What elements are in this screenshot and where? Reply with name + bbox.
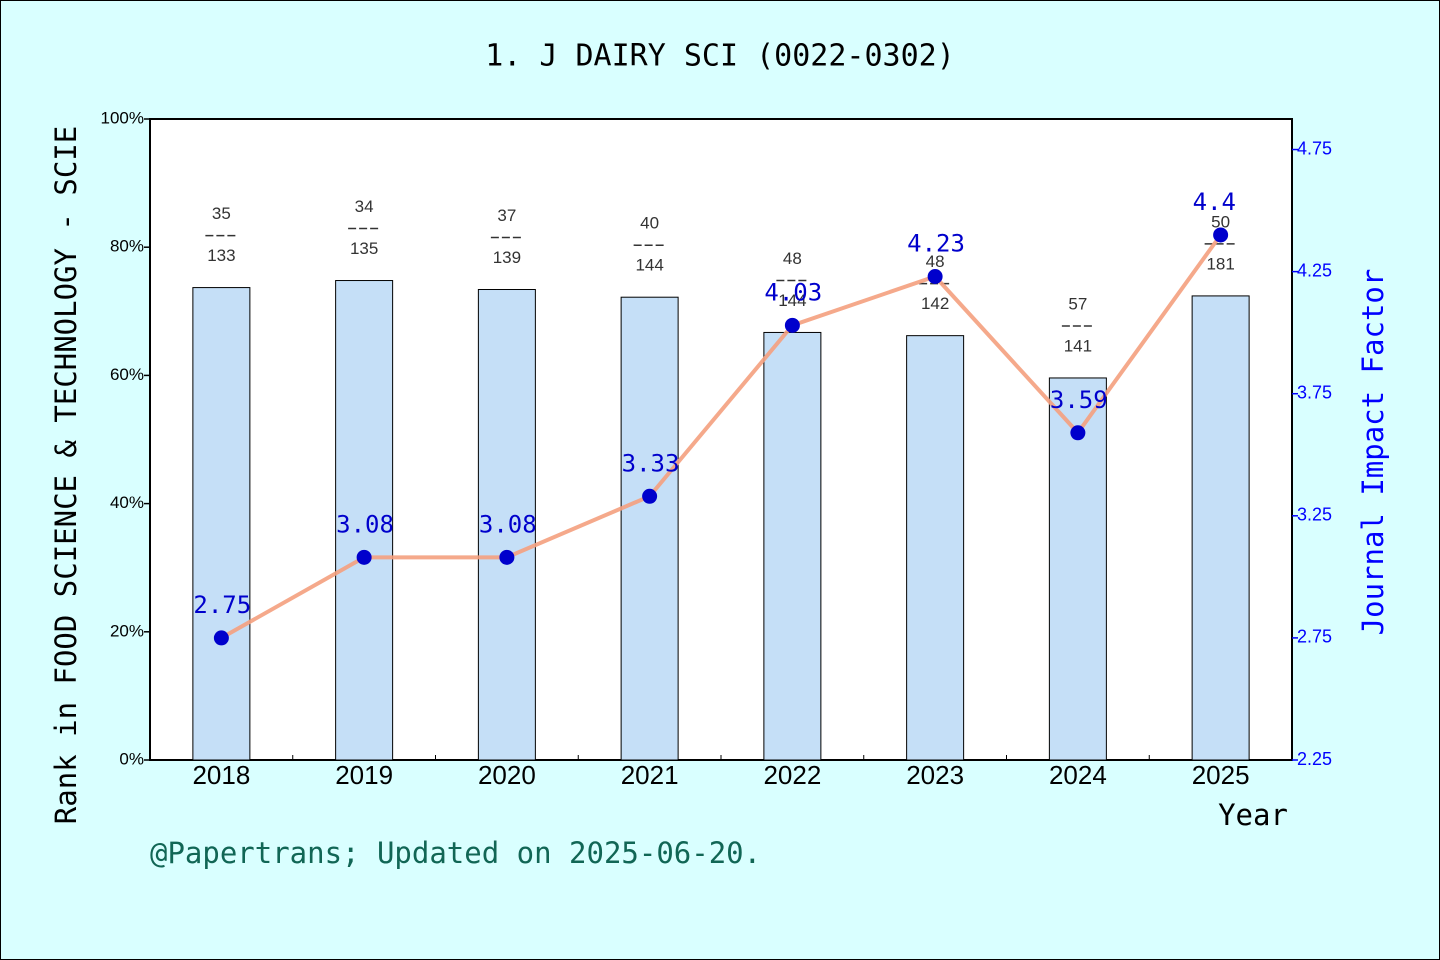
value-label: 4.03 bbox=[764, 278, 822, 306]
x-axis-label: Year bbox=[1218, 798, 1288, 832]
value-label: 3.08 bbox=[479, 510, 537, 538]
bar bbox=[1048, 377, 1107, 761]
bar bbox=[763, 331, 822, 761]
y-tick-label: 0% bbox=[119, 749, 144, 768]
bar bbox=[906, 335, 965, 761]
value-label: 4.23 bbox=[907, 230, 965, 258]
rank-label: 48 bbox=[783, 249, 802, 268]
rank-label: 37 bbox=[497, 206, 516, 225]
value-label: 4.4 bbox=[1193, 188, 1236, 216]
x-tick-label: 2021 bbox=[621, 760, 679, 790]
bar bbox=[620, 296, 679, 761]
total-label: 144 bbox=[778, 291, 806, 310]
value-label: 2.75 bbox=[193, 591, 251, 619]
value-label: 3.59 bbox=[1050, 386, 1108, 414]
x-tick-label: 2019 bbox=[335, 760, 393, 790]
y2-tick-label: 2.25 bbox=[1297, 749, 1332, 769]
y2-tick-label: 4.25 bbox=[1297, 260, 1332, 280]
rank-label: 48 bbox=[926, 252, 945, 271]
y2-tick-label: 3.75 bbox=[1297, 382, 1332, 402]
x-tick-label: 2020 bbox=[478, 760, 536, 790]
marker bbox=[499, 549, 515, 565]
line bbox=[220, 233, 1223, 640]
y2-tick-label: 3.25 bbox=[1297, 505, 1332, 525]
rank-label: 34 bbox=[355, 197, 374, 216]
y2-tick-label: 2.75 bbox=[1297, 627, 1332, 647]
y2-tick-label: 4.75 bbox=[1297, 138, 1332, 158]
y-tick-label: 40% bbox=[110, 493, 144, 512]
total-label: 181 bbox=[1206, 254, 1234, 273]
plot-area bbox=[149, 118, 1293, 761]
total-label: 139 bbox=[493, 248, 521, 267]
chart-title: 1. J DAIRY SCI (0022-0302) bbox=[485, 39, 955, 74]
x-tick-label: 2018 bbox=[192, 760, 250, 790]
y-tick-label: 100% bbox=[101, 108, 144, 127]
y-axis-label: Rank in FOOD SCIENCE & TECHNOLOGY - SCIE bbox=[49, 126, 83, 824]
rank-label: 57 bbox=[1068, 294, 1087, 313]
bar bbox=[477, 289, 536, 761]
y-tick-label: 60% bbox=[110, 365, 144, 384]
y-tick-label: 20% bbox=[110, 621, 144, 640]
total-label: 135 bbox=[350, 239, 378, 258]
total-label: 141 bbox=[1064, 336, 1092, 355]
y-tick-label: 80% bbox=[110, 237, 144, 256]
x-tick-label: 2023 bbox=[906, 760, 964, 790]
marker bbox=[642, 488, 658, 504]
marker bbox=[356, 549, 372, 565]
footer: @Papertrans; Updated on 2025-06-20. bbox=[150, 836, 761, 870]
marker bbox=[1070, 425, 1086, 441]
total-label: 133 bbox=[207, 246, 235, 265]
marker bbox=[213, 630, 229, 646]
rank-label: 40 bbox=[640, 214, 659, 233]
total-label: 144 bbox=[635, 256, 663, 275]
bar bbox=[1191, 295, 1250, 761]
value-label: 3.08 bbox=[336, 510, 394, 538]
rank-label: 35 bbox=[212, 204, 231, 223]
rank-label: 50 bbox=[1211, 212, 1230, 231]
marker bbox=[784, 317, 800, 333]
bar bbox=[192, 287, 251, 761]
marker bbox=[927, 269, 943, 285]
x-tick-label: 2022 bbox=[763, 760, 821, 790]
bar bbox=[335, 280, 394, 761]
y2-axis-label: Journal Impact Factor bbox=[1356, 269, 1390, 636]
total-label: 142 bbox=[921, 294, 949, 313]
x-tick-label: 2025 bbox=[1192, 760, 1250, 790]
x-tick-label: 2024 bbox=[1049, 760, 1107, 790]
value-label: 3.33 bbox=[622, 449, 680, 477]
marker bbox=[1213, 227, 1229, 243]
